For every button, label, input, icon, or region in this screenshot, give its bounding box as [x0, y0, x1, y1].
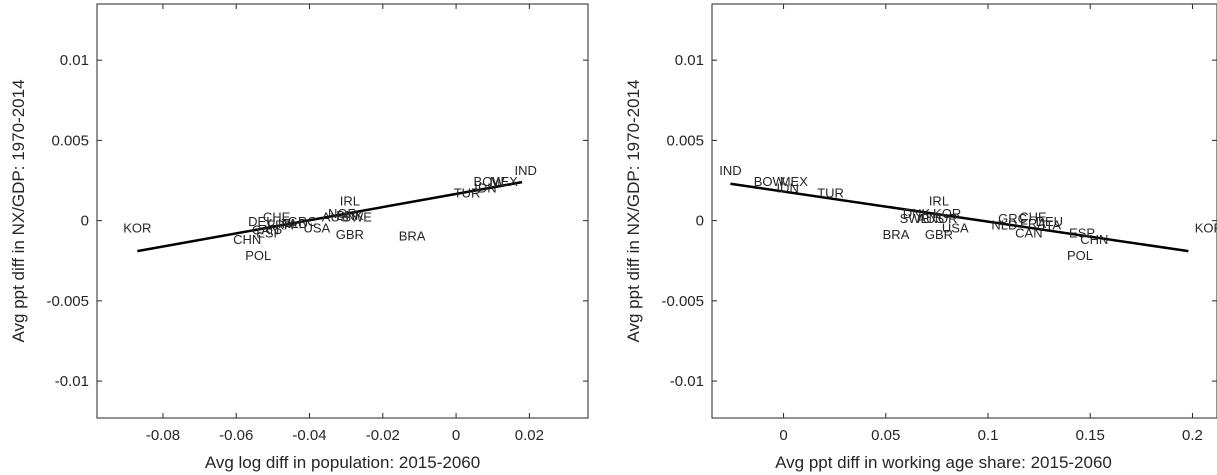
point-label-mex: MEX: [490, 174, 519, 189]
point-label-bra: BRA: [399, 229, 426, 244]
x-tick-label: 0.05: [871, 427, 900, 444]
point-label-usa: USA: [303, 221, 330, 236]
plot-frame: [96, 3, 589, 419]
point-label-grc: GRC: [288, 214, 317, 229]
y-axis-label: Avg ppt diff in NX/GDP: 1970-2014: [9, 79, 28, 342]
point-label-usa: USA: [942, 221, 969, 236]
point-label-idn: IDN: [474, 181, 496, 196]
point-label-esp: ESP: [1069, 225, 1095, 240]
point-label-dnk: DNK: [903, 206, 931, 221]
point-label-tur: TUR: [454, 185, 481, 200]
y-tick-label: -0.005: [661, 293, 704, 310]
point-label-che: CHE: [1019, 209, 1047, 224]
point-label-deu: DEU: [248, 214, 275, 229]
point-label-idn: IDN: [776, 181, 798, 196]
point-label-can: CAN: [1015, 225, 1042, 240]
point-label-kor: KOR: [933, 206, 961, 221]
y-tick-label: 0.005: [666, 132, 704, 149]
point-label-bow: BOW: [754, 174, 786, 189]
x-tick-label: 0.1: [978, 427, 999, 444]
x-tick-label: 0.15: [1076, 427, 1105, 444]
x-tick-label: 0: [779, 427, 787, 444]
y-tick-label: 0.01: [675, 52, 704, 69]
fit-line: [730, 182, 1189, 253]
y-tick-label: 0: [696, 213, 704, 230]
point-label-swe: SWE: [342, 209, 372, 224]
point-label-deu: DEU: [1036, 214, 1063, 229]
plot-frame: [711, 3, 1217, 419]
x-tick-label: 0.02: [515, 427, 544, 444]
point-label-irl: IRL: [929, 193, 949, 208]
point-label-kor: KOR: [1195, 221, 1217, 236]
point-label-can: CAN: [252, 222, 279, 237]
y-tick-label: 0.01: [60, 52, 89, 69]
point-label-kor: KOR: [123, 221, 151, 236]
point-label-aus: AUS: [322, 209, 349, 224]
x-tick-label: -0.04: [292, 427, 326, 444]
scatter-panel-2: -0.01 -0.005 0 0.005 0.01 0 0.05 0.1 0.15 0.2 IND B…: [624, 3, 1217, 472]
fit-line: [137, 180, 523, 253]
x-axis-label: Avg log diff in population: 2015-2060: [205, 453, 480, 472]
point-label-irl: IRL: [340, 193, 360, 208]
y-tick-label: -0.005: [46, 293, 89, 310]
point-label-fra: FRA: [267, 217, 293, 232]
y-axis-label: Avg ppt diff in NX/GDP: 1970-2014: [624, 79, 643, 342]
y-tick-label: -0.01: [670, 373, 704, 390]
point-label-chn: CHN: [233, 232, 261, 247]
y-tick-label: 0: [81, 213, 89, 230]
point-label-nld: NLD: [991, 217, 1017, 232]
point-label-ita: ITA: [278, 216, 298, 231]
y-tick-label: 0.005: [51, 132, 89, 149]
point-label-grc: GRC: [998, 211, 1027, 226]
point-label-ind: IND: [515, 163, 537, 178]
point-label-esp: ESP: [256, 225, 282, 240]
x-tick-label: -0.06: [219, 427, 253, 444]
point-label-mex: MEX: [780, 174, 809, 189]
x-tick-label: 0: [452, 427, 460, 444]
point-label-ind: IND: [719, 163, 741, 178]
x-axis-label: Avg ppt diff in working age share: 2015-…: [775, 453, 1112, 472]
point-label-bra: BRA: [883, 227, 910, 242]
point-label-gbr: GBR: [925, 227, 953, 242]
scatter-panel-1: -0.01 -0.005 0 0.005 0.01 -0.08 -0.06 -0.04 -0.0…: [9, 3, 589, 472]
point-label-swe: SWE: [900, 211, 930, 226]
point-label-fra: FRA: [1020, 216, 1046, 231]
point-label-pol: POL: [1067, 248, 1093, 263]
point-label-tur: TUR: [817, 185, 844, 200]
point-label-pol: POL: [245, 248, 271, 263]
x-tick-label: -0.02: [366, 427, 400, 444]
point-label-bow: BOW: [474, 174, 506, 189]
point-label-dnk: DNK: [336, 208, 364, 223]
point-label-che: CHE: [263, 209, 291, 224]
point-label-aus: AUS: [917, 211, 944, 226]
point-label-chn: CHN: [1080, 232, 1108, 247]
point-label-gbr: GBR: [336, 227, 364, 242]
point-label-nld: NLD: [282, 216, 308, 231]
point-label-ita: ITA: [1042, 217, 1062, 232]
y-tick-label: -0.01: [55, 373, 89, 390]
x-tick-label: 0.2: [1182, 427, 1203, 444]
x-tick-label: -0.08: [146, 427, 180, 444]
point-label-nor: NOR: [328, 206, 357, 221]
point-label-nor: NOR: [929, 211, 958, 226]
